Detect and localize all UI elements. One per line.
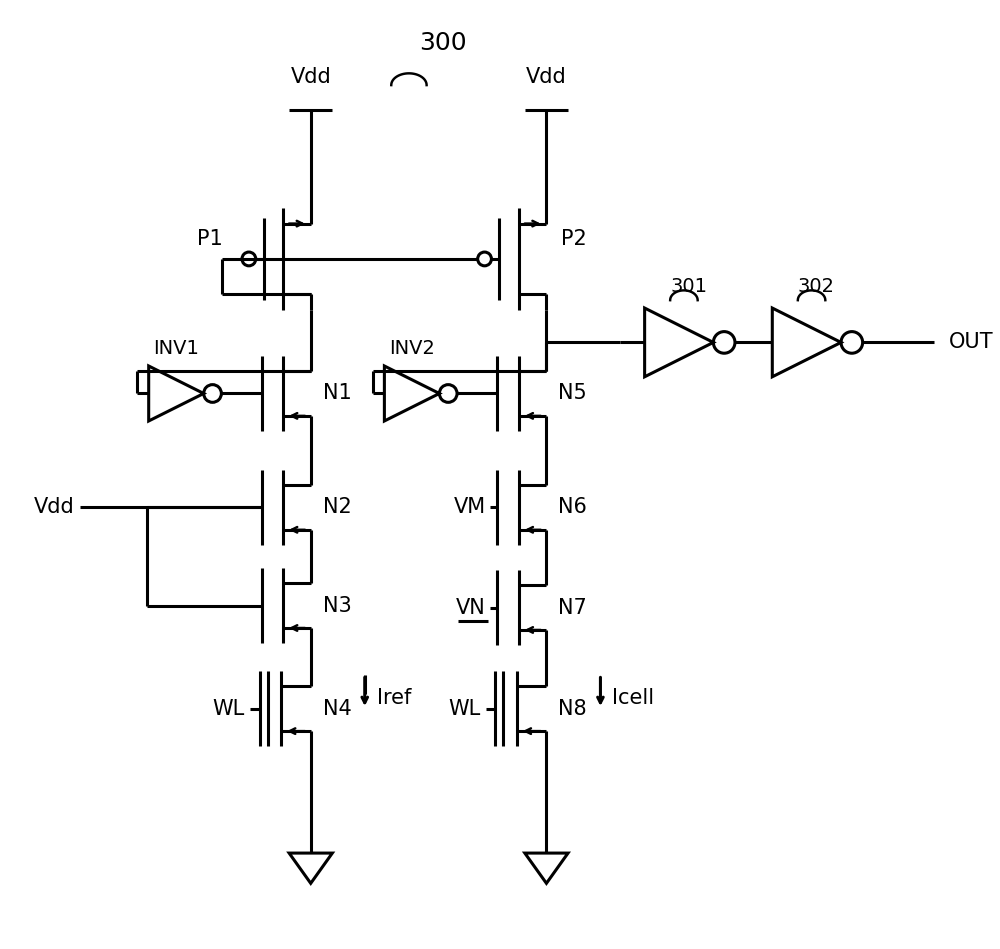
Text: WL: WL [213,698,245,718]
Text: INV1: INV1 [153,339,199,358]
Text: P1: P1 [197,230,222,250]
Text: P2: P2 [561,230,587,250]
Text: N8: N8 [558,698,587,718]
Text: N7: N7 [558,598,587,618]
Text: Vdd: Vdd [290,67,331,87]
Text: N3: N3 [323,596,351,616]
Text: N6: N6 [558,497,587,517]
Text: Iref: Iref [377,688,411,708]
Text: 301: 301 [670,277,707,296]
Text: VN: VN [456,598,486,618]
Text: WL: WL [448,698,481,718]
Text: N5: N5 [558,383,587,403]
Text: 300: 300 [419,31,467,55]
Text: Icell: Icell [612,688,654,708]
Text: Vdd: Vdd [34,497,75,517]
Text: 302: 302 [798,277,835,296]
Text: N1: N1 [323,383,351,403]
Text: N2: N2 [323,497,351,517]
Text: VM: VM [453,497,486,517]
Text: N4: N4 [323,698,351,718]
Text: INV2: INV2 [389,339,435,358]
Text: Vdd: Vdd [526,67,567,87]
Text: OUT: OUT [949,332,994,352]
